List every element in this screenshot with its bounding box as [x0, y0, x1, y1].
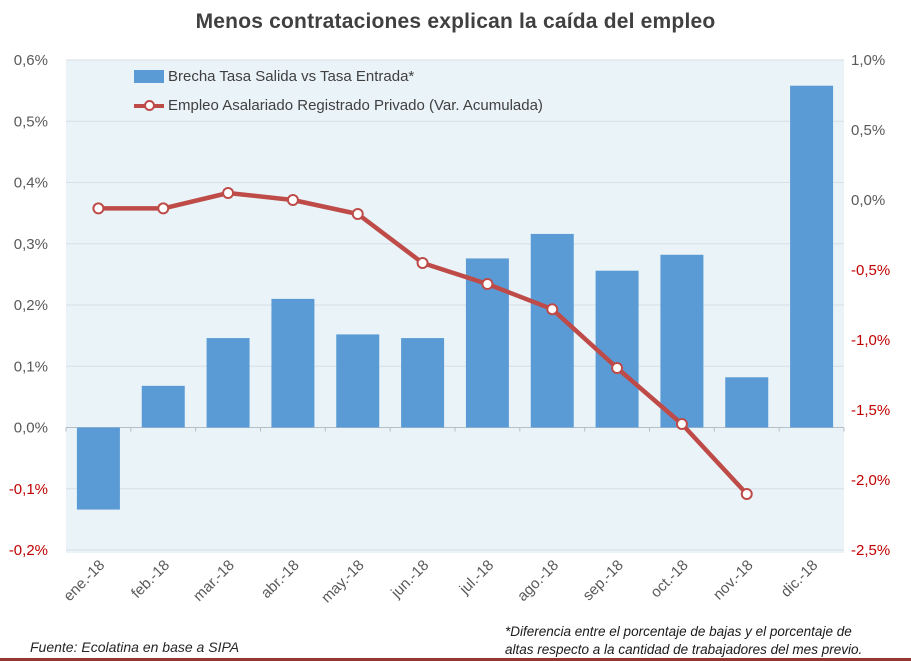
- line-marker-jun.-18: [416, 257, 429, 269]
- bar-feb.-18: [141, 385, 185, 428]
- legend-label-line: Empleo Asalariado Registrado Privado (Va…: [168, 97, 543, 114]
- chart-title: Menos contrataciones explican la caída d…: [195, 10, 716, 33]
- legend-item-bars: Brecha Tasa Salida vs Tasa Entrada*: [134, 62, 543, 91]
- source-note: Fuente: Ecolatina en base a SIPA: [30, 639, 240, 655]
- left-axis-label: -0,1%: [9, 481, 48, 498]
- x-axis-label-oct.-18: oct.-18: [647, 557, 691, 601]
- line-series-swatch-icon: [134, 99, 164, 112]
- left-axis-label: 0,5%: [14, 113, 48, 130]
- bottom-rule: [0, 658, 911, 661]
- line-marker-jul.-18: [481, 278, 494, 290]
- footnote-line-1: *Diferencia entre el porcentaje de bajas…: [505, 624, 852, 639]
- x-axis-label-jul.-18: jul.-18: [456, 557, 498, 599]
- bar-oct.-18: [660, 254, 704, 428]
- right-axis-label: 1,0%: [851, 52, 885, 69]
- right-axis-label: -0,5%: [851, 262, 890, 279]
- line-marker-icon: [144, 100, 155, 111]
- chart-legend: Brecha Tasa Salida vs Tasa Entrada* Empl…: [134, 62, 543, 120]
- legend-item-line: Empleo Asalariado Registrado Privado (Va…: [134, 91, 543, 120]
- bar-sep.-18: [595, 270, 639, 428]
- x-axis-label-mar.-18: mar.-18: [190, 557, 238, 605]
- right-axis-label: -1,5%: [851, 402, 890, 419]
- x-axis-label-nov.-18: nov.-18: [710, 557, 757, 604]
- line-marker-ene.-18: [92, 202, 105, 215]
- x-axis-label-ene.-18: ene.-18: [60, 557, 108, 605]
- bar-series-swatch-icon: [134, 70, 164, 83]
- bar-abr.-18: [271, 298, 315, 428]
- x-axis-label-ago.-18: ago.-18: [514, 557, 562, 605]
- line-marker-sep.-18: [611, 362, 624, 374]
- x-axis-label-feb.-18: feb.-18: [128, 557, 173, 602]
- plot-area: [66, 60, 844, 553]
- left-axis-label: 0,6%: [14, 52, 48, 69]
- line-marker-may.-18: [351, 208, 364, 220]
- x-axis-label-jun.-18: jun.-18: [387, 557, 432, 602]
- bar-may.-18: [336, 334, 380, 428]
- bar-nov.-18: [725, 377, 769, 428]
- bar-jun.-18: [401, 338, 445, 428]
- line-marker-abr.-18: [286, 194, 299, 206]
- right-axis-label: -2,5%: [851, 542, 890, 559]
- line-marker-oct.-18: [675, 418, 688, 430]
- right-axis-label: 0,5%: [851, 122, 885, 139]
- bar-ene.-18: [76, 427, 120, 510]
- footnote-line-2: altas respecto a la cantidad de trabajad…: [505, 642, 863, 657]
- left-axis-label: 0,4%: [14, 175, 48, 192]
- right-axis-label: 0,0%: [851, 192, 885, 209]
- line-marker-mar.-18: [222, 187, 235, 199]
- right-axis-label: -2,0%: [851, 472, 890, 489]
- x-axis-label-sep.-18: sep.-18: [580, 557, 627, 604]
- footnote: *Diferencia entre el porcentaje de bajas…: [505, 623, 862, 659]
- x-axis-label-abr.-18: abr.-18: [258, 557, 303, 602]
- line-marker-nov.-18: [740, 488, 753, 500]
- right-axis-label: -1,0%: [851, 332, 890, 349]
- bar-mar.-18: [206, 338, 250, 428]
- line-marker-ago.-18: [546, 303, 559, 316]
- left-axis-label: 0,3%: [14, 236, 48, 253]
- left-axis-label: 0,0%: [14, 420, 48, 437]
- line-marker-feb.-18: [157, 202, 170, 215]
- x-axis-label-dic.-18: dic.-18: [778, 557, 822, 601]
- left-axis-label: 0,1%: [14, 358, 48, 375]
- bar-dic.-18: [790, 85, 834, 428]
- left-axis-label: -0,2%: [9, 542, 48, 559]
- legend-label-bars: Brecha Tasa Salida vs Tasa Entrada*: [168, 68, 415, 85]
- left-axis-label: 0,2%: [14, 297, 48, 314]
- bar-ago.-18: [530, 233, 574, 428]
- x-axis-label-may.-18: may.-18: [318, 557, 368, 607]
